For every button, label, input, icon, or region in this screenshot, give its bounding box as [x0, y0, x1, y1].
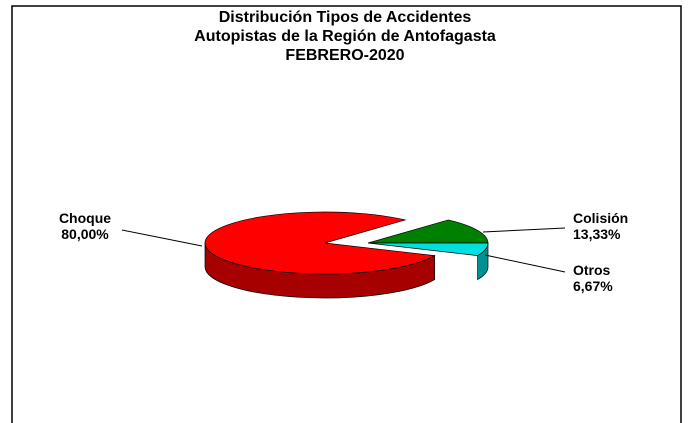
chart-title: FEBRERO-2020: [285, 47, 404, 64]
slice-label: Colisión: [573, 210, 628, 226]
leader-line: [121, 229, 203, 247]
chart-title: Distribución Tipos de Accidentes: [219, 9, 472, 26]
slice-label: Choque: [59, 210, 111, 226]
slice: [367, 219, 489, 244]
leader-line: [482, 227, 566, 233]
slice-label: Otros: [573, 262, 611, 278]
leader-line: [484, 254, 566, 273]
slice: [367, 242, 489, 256]
chart-title: Autopistas de la Región de Antofagasta: [194, 28, 496, 45]
slice: [204, 211, 436, 275]
value-label: 6,67%: [573, 278, 613, 294]
value-label: 80,00%: [61, 226, 109, 242]
value-label: 13,33%: [573, 226, 621, 242]
